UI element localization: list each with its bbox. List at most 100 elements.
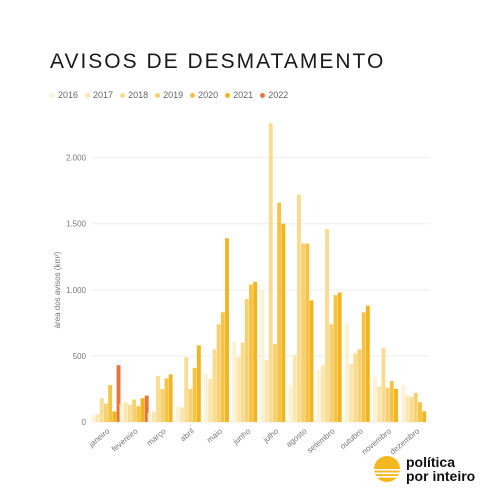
bar-2018-junho — [240, 342, 245, 422]
bar-2017-janeiro — [95, 414, 100, 422]
x-tick-label: julho — [261, 426, 281, 445]
chart-title: AVISOS DE DESMATAMENTO — [50, 50, 386, 73]
bar-2022-fevereiro — [144, 395, 149, 422]
legend-label: 2021 — [233, 90, 254, 100]
legend-label: 2022 — [268, 90, 289, 100]
legend-swatch — [85, 92, 91, 98]
bar-2020-setembro — [333, 295, 338, 422]
bar-2021-novembro — [394, 388, 398, 422]
bar-2022-janeiro — [116, 365, 121, 422]
bar-2020-janeiro — [108, 384, 113, 422]
bar-2016-setembro — [316, 370, 321, 422]
x-tick-label: março — [145, 426, 168, 448]
bar-2020-novembro — [389, 381, 394, 422]
bar-2021-fevereiro — [140, 398, 145, 422]
bar-2020-fevereiro — [136, 406, 141, 422]
bar-2018-abril — [184, 357, 189, 422]
bar-2021-janeiro — [112, 411, 117, 422]
bar-2017-abril — [180, 407, 184, 422]
bar-2016-novembro — [373, 377, 377, 422]
bar-2021-abril — [196, 345, 201, 422]
legend-item-2020: 2020 — [190, 90, 218, 100]
bar-2017-outubro — [349, 363, 353, 422]
bar-2016-outubro — [344, 322, 349, 422]
bar-2017-novembro — [377, 386, 382, 422]
bar-2016-abril — [175, 406, 180, 422]
bar-2019-julho — [272, 344, 277, 422]
legend-label: 2017 — [93, 90, 114, 100]
legend-swatch — [260, 92, 266, 98]
bar-2017-setembro — [320, 365, 325, 422]
legend-swatch — [120, 92, 126, 98]
bar-2018-julho — [268, 123, 273, 422]
y-tick-label: 1.000 — [66, 286, 87, 295]
bar-2016-dezembro — [401, 384, 406, 422]
bar-2017-junho — [236, 357, 241, 422]
bar-2018-setembro — [325, 229, 330, 422]
bar-2016-junho — [232, 341, 237, 422]
bar-2017-maio — [208, 378, 213, 422]
y-tick-label: 2.000 — [66, 154, 87, 163]
bar-2019-janeiro — [103, 403, 108, 422]
brand-line-2: por inteiro — [406, 468, 476, 484]
legend-swatch — [225, 92, 231, 98]
bar-2020-março — [164, 378, 169, 422]
bar-2018-março — [156, 375, 161, 422]
legend-swatch — [190, 92, 196, 98]
bar-2021-julho — [281, 223, 286, 422]
bar-2021-setembro — [337, 292, 342, 422]
bar-2019-setembro — [329, 324, 334, 422]
bar-2020-junho — [249, 284, 253, 422]
bar-2016-maio — [204, 374, 208, 422]
brand-line-1: política — [406, 454, 456, 470]
bar-2018-maio — [212, 349, 217, 422]
legend-item-2016: 2016 — [50, 90, 78, 100]
x-tick-label: dezembro — [388, 426, 421, 456]
bar-2018-dezembro — [409, 396, 414, 422]
bar-2021-outubro — [365, 305, 370, 422]
bar-2018-fevereiro — [127, 404, 132, 422]
bar-2016-janeiro — [91, 415, 96, 422]
legend-item-2019: 2019 — [155, 90, 183, 100]
bar-2021-agosto — [309, 300, 314, 422]
y-axis-label: área dos avisos (km²) — [53, 251, 62, 328]
x-tick-label: junho — [231, 426, 253, 446]
y-tick-label: 1.500 — [66, 220, 87, 229]
legend-item-2022: 2022 — [260, 90, 288, 100]
bar-2019-junho — [244, 299, 249, 422]
y-tick-label: 0 — [82, 418, 87, 427]
bar-2017-agosto — [292, 354, 297, 422]
bar-2020-maio — [220, 312, 225, 422]
legend-item-2018: 2018 — [120, 90, 148, 100]
bar-2020-agosto — [305, 243, 310, 422]
brand-logo: política por inteiro — [374, 455, 486, 483]
bar-2019-março — [160, 388, 165, 422]
y-tick-label: 500 — [73, 352, 87, 361]
bar-2017-fevereiro — [123, 402, 128, 422]
legend: 2016 2017 2018 2019 2020 2021 2022 — [50, 90, 288, 100]
x-tick-label: fevereiro — [110, 426, 140, 453]
bar-2020-abril — [192, 367, 197, 422]
legend-label: 2019 — [163, 90, 184, 100]
brand-name: política por inteiro — [406, 455, 486, 483]
bar-2020-dezembro — [418, 402, 422, 422]
x-tick-label: janeiro — [86, 426, 111, 449]
legend-item-2017: 2017 — [85, 90, 113, 100]
bar-2016-julho — [260, 289, 265, 422]
legend-label: 2018 — [128, 90, 149, 100]
bar-2019-agosto — [301, 243, 306, 422]
legend-label: 2016 — [58, 90, 79, 100]
bar-2018-outubro — [353, 353, 358, 422]
bar-2019-dezembro — [413, 392, 418, 422]
legend-label: 2020 — [198, 90, 219, 100]
legend-item-2021: 2021 — [225, 90, 253, 100]
bar-2019-abril — [188, 388, 193, 422]
legend-swatch — [155, 92, 161, 98]
x-tick-label: abril — [178, 426, 196, 443]
x-tick-label: novembro — [360, 426, 393, 456]
x-tick-label: maio — [205, 426, 224, 444]
bar-2019-maio — [216, 324, 221, 422]
bar-2020-julho — [277, 202, 282, 422]
bar-2018-janeiro — [99, 398, 104, 422]
